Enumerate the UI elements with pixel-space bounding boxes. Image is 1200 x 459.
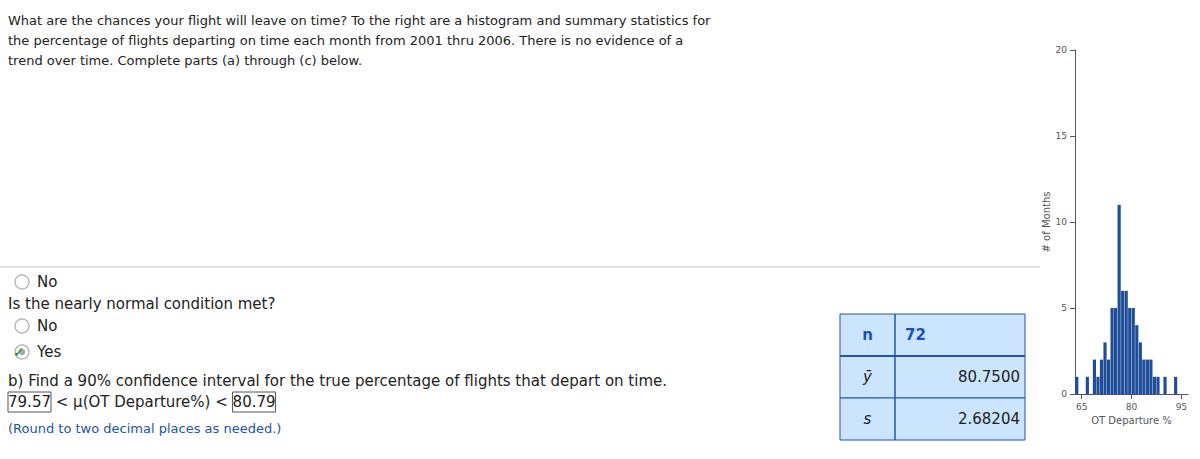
svg-text:No: No	[37, 317, 57, 335]
svg-text:No: No	[37, 273, 57, 291]
svg-text:80.79: 80.79	[233, 393, 276, 411]
svg-text:Is the nearly normal condition: Is the nearly normal condition met?	[8, 295, 275, 313]
svg-text:ȳ: ȳ	[862, 368, 873, 386]
svg-text:15: 15	[1056, 131, 1067, 141]
svg-text:s: s	[864, 410, 872, 428]
svg-text:65: 65	[1076, 402, 1087, 412]
svg-text:80: 80	[1126, 402, 1138, 412]
svg-text:5: 5	[1061, 303, 1067, 313]
svg-text:95: 95	[1176, 402, 1187, 412]
svg-text:2.68204: 2.68204	[958, 410, 1020, 428]
svg-text:20: 20	[1056, 45, 1068, 55]
svg-text:0: 0	[1061, 389, 1067, 399]
svg-text:b) Find a 90% confidence inter: b) Find a 90% confidence interval for th…	[8, 372, 667, 390]
svg-text:79.57: 79.57	[8, 393, 51, 411]
svg-text:Yes: Yes	[36, 343, 61, 361]
svg-text:10: 10	[1056, 217, 1068, 227]
svg-text:the percentage of flights depa: the percentage of flights departing on t…	[8, 33, 683, 48]
svg-text:n: n	[862, 326, 873, 344]
svg-text:(Round to two decimal places a: (Round to two decimal places as needed.)	[8, 421, 281, 436]
svg-text:80.7500: 80.7500	[958, 368, 1020, 386]
svg-text:✓: ✓	[13, 344, 25, 360]
svg-text:< μ(OT Departure%) <: < μ(OT Departure%) <	[51, 393, 233, 411]
svg-text:trend over time. Complete part: trend over time. Complete parts (a) thro…	[8, 53, 362, 68]
svg-text:OT Departure %: OT Departure %	[1091, 415, 1172, 426]
svg-text:72: 72	[905, 326, 926, 344]
svg-text:What are the chances your flig: What are the chances your flight will le…	[8, 13, 711, 28]
svg-text:# of Months: # of Months	[1041, 192, 1052, 253]
